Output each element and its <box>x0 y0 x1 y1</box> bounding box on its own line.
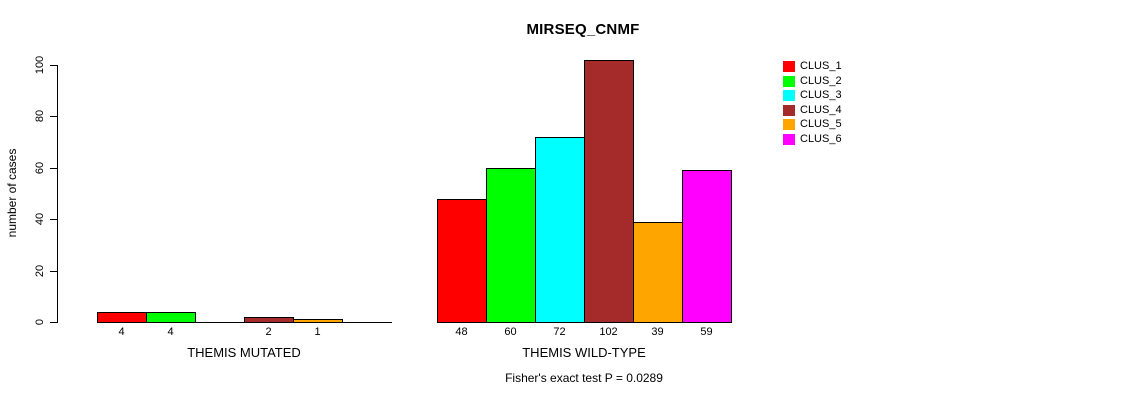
bar-clus_4-themis-mutated <box>244 317 294 323</box>
bar-value-label: 72 <box>553 326 566 338</box>
y-tick-label: 20 <box>34 264 46 278</box>
y-tick-label: 0 <box>34 318 46 326</box>
legend-swatch-clus_1 <box>783 60 795 72</box>
legend-swatch-clus_6 <box>783 133 795 145</box>
legend-label: CLUS_3 <box>800 89 842 101</box>
bar-clus_2-themis-mutated <box>146 312 196 323</box>
y-tick-mark <box>50 322 57 323</box>
y-tick-mark <box>50 271 57 272</box>
bar-clus_4-themis-wild-type <box>584 60 634 323</box>
bar-clus_1-themis-wild-type <box>437 199 487 323</box>
y-tick-label: 80 <box>34 109 46 123</box>
group-label: THEMIS WILD-TYPE <box>522 345 646 360</box>
y-tick-label: 100 <box>34 55 46 75</box>
y-axis-line <box>57 65 58 323</box>
bar-value-label: 39 <box>651 326 664 338</box>
bar-value-label: 1 <box>314 326 321 338</box>
bar-clus_5-themis-wild-type <box>633 222 683 323</box>
legend-entry-clus_1: CLUS_1 <box>783 60 842 72</box>
legend-label: CLUS_2 <box>800 75 842 87</box>
chart-title: MIRSEQ_CNMF <box>526 21 640 38</box>
bar-value-label: 4 <box>167 326 174 338</box>
y-tick-mark <box>50 116 57 117</box>
legend-entry-clus_2: CLUS_2 <box>783 75 842 87</box>
bar-value-label: 102 <box>599 326 618 338</box>
legend-entry-clus_3: CLUS_3 <box>783 89 842 101</box>
fisher-test-annotation: Fisher's exact test P = 0.0289 <box>505 371 663 385</box>
y-tick-mark <box>50 219 57 220</box>
bar-value-label: 48 <box>455 326 468 338</box>
legend-label: CLUS_1 <box>800 60 842 72</box>
legend-label: CLUS_4 <box>800 104 842 116</box>
bar-value-label: 4 <box>118 326 125 338</box>
bar-clus_1-themis-mutated <box>97 312 147 323</box>
legend-swatch-clus_3 <box>783 89 795 101</box>
y-axis-title: number of cases <box>5 148 19 238</box>
legend-label: CLUS_5 <box>800 118 842 130</box>
legend-entry-clus_6: CLUS_6 <box>783 133 842 145</box>
legend-label: CLUS_6 <box>800 133 842 145</box>
bar-clus_6-themis-wild-type <box>682 170 732 323</box>
legend-swatch-clus_5 <box>783 118 795 130</box>
bar-clus_2-themis-wild-type <box>486 168 536 323</box>
legend-entry-clus_4: CLUS_4 <box>783 104 842 116</box>
y-tick-label: 40 <box>34 212 46 226</box>
legend-entry-clus_5: CLUS_5 <box>783 118 842 130</box>
bar-value-label: 2 <box>265 326 272 338</box>
bar-clus_3-themis-wild-type <box>535 137 585 323</box>
y-tick-mark <box>50 65 57 66</box>
bar-value-label: 60 <box>504 326 517 338</box>
legend-swatch-clus_4 <box>783 104 795 116</box>
group-label: THEMIS MUTATED <box>187 345 301 360</box>
y-tick-label: 60 <box>34 161 46 175</box>
bar-value-label: 59 <box>700 326 713 338</box>
bar-clus_5-themis-mutated <box>293 319 343 323</box>
legend-swatch-clus_2 <box>783 75 795 87</box>
y-tick-mark <box>50 168 57 169</box>
